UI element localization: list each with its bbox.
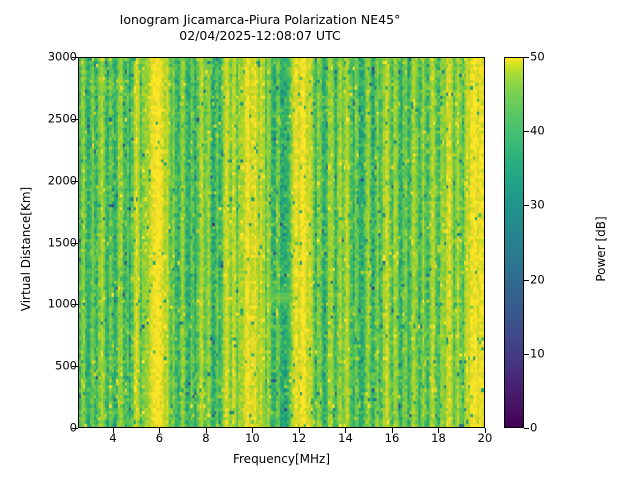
colorbar-tick-mark [524, 279, 529, 281]
x-tick-mark [112, 428, 114, 433]
x-tick-label: 6 [155, 431, 164, 445]
x-tick-label: 10 [245, 431, 260, 445]
x-tick-mark [159, 428, 161, 433]
x-tick-label: 16 [384, 431, 400, 445]
colorbar-tick-label: 10 [530, 346, 545, 361]
ionogram-heatmap-canvas [79, 58, 484, 427]
y-tick-mark [72, 118, 78, 120]
y-tick-label: 1000 [47, 296, 77, 311]
x-tick-label: 18 [431, 431, 446, 445]
x-tick-mark [298, 428, 300, 433]
ionogram-plot-area[interactable] [78, 57, 485, 428]
y-tick-label: 0 [17, 422, 77, 434]
colorbar-tick-mark [524, 428, 529, 429]
y-tick-label: 3000 [47, 49, 77, 64]
colorbar-label: Power [dB] [594, 216, 608, 282]
x-axis-label: Frequency[MHz] [232, 452, 331, 466]
figure-title: Ionogram Jicamarca-Piura Polarization NE… [0, 12, 520, 44]
colorbar-tick-label: 30 [530, 197, 545, 212]
y-tick-label: 2500 [47, 111, 77, 126]
y-tick-label: 1500 [47, 234, 77, 249]
colorbar-tick-label: 0 [530, 420, 538, 435]
y-tick-label: 2000 [47, 172, 77, 187]
x-tick-mark [252, 428, 254, 433]
y-tick-mark [72, 366, 78, 368]
y-tick-mark [72, 180, 78, 182]
x-tick-label: 4 [109, 431, 117, 445]
x-tick-mark [391, 428, 393, 433]
power-colorbar[interactable] [504, 57, 524, 428]
colorbar-tick-mark [524, 131, 529, 133]
colorbar-tick-mark [524, 205, 529, 207]
x-tick-label: 14 [338, 431, 353, 445]
y-axis-label: Virtual Distance[Km] [19, 186, 33, 312]
y-tick-mark [72, 57, 78, 58]
x-tick-label: 12 [291, 431, 307, 445]
y-tick-mark [72, 242, 78, 244]
x-tick-mark [438, 428, 440, 433]
x-tick-mark [485, 428, 486, 433]
y-tick-mark [72, 428, 78, 429]
y-tick-mark [72, 304, 78, 306]
colorbar-tick-mark [524, 57, 529, 58]
x-tick-mark [205, 428, 207, 433]
y-tick-label: 500 [55, 358, 77, 373]
x-tick-label: 8 [202, 431, 210, 445]
x-tick-label: 20 [477, 431, 493, 445]
colorbar-tick-mark [524, 353, 529, 355]
title-line-1: Ionogram Jicamarca-Piura Polarization NE… [119, 12, 401, 27]
x-tick-mark [345, 428, 347, 433]
title-line-2: 02/04/2025-12:08:07 UTC [179, 28, 341, 43]
colorbar-tick-label: 40 [530, 123, 545, 138]
colorbar-tick-label: 20 [530, 271, 545, 286]
colorbar-tick-label: 50 [530, 49, 545, 64]
